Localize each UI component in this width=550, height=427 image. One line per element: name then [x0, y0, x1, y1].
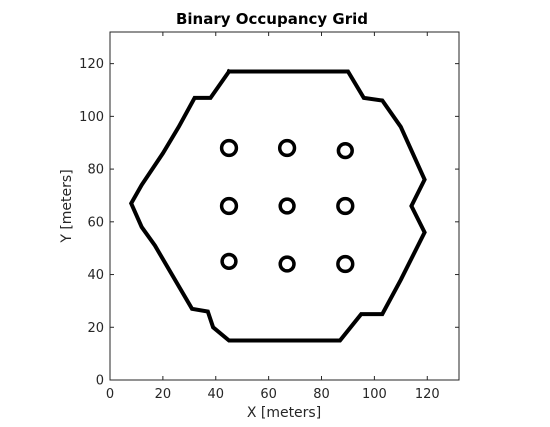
occupancy-map-layer	[128, 68, 427, 343]
y-tick-label: 100	[79, 110, 104, 125]
chart-title: Binary Occupancy Grid	[176, 10, 368, 28]
y-tick-label: 60	[87, 215, 104, 230]
plot-area	[110, 32, 459, 380]
obstacle-3	[336, 141, 354, 160]
x-tick-label: 20	[155, 387, 172, 402]
x-tick-label: 40	[207, 387, 224, 402]
axis-ticks: 0 20 40 60 80 100 120 0 20 40 60 80 100 120	[79, 32, 459, 402]
x-tick-label: 120	[415, 387, 440, 402]
obstacle-6	[336, 196, 355, 216]
obstacle-7	[220, 252, 238, 271]
y-tick-label: 0	[96, 374, 104, 389]
x-axis-label: X [meters]	[247, 405, 321, 421]
obstacle-1	[219, 138, 239, 158]
x-tick-label: 80	[313, 387, 330, 402]
obstacle-5	[278, 197, 296, 215]
obstacle-2	[277, 138, 297, 158]
obstacle-4	[219, 196, 239, 216]
axes-box	[109, 31, 460, 381]
x-tick-label: 60	[260, 387, 277, 402]
y-axis-label: Y [meters]	[59, 169, 75, 243]
obstacle-9	[336, 254, 355, 274]
y-tick-label: 80	[87, 163, 104, 178]
y-tick-label: 40	[87, 268, 104, 283]
x-tick-label: 100	[362, 387, 387, 402]
x-tick-label: 0	[106, 387, 114, 402]
y-tick-label: 20	[87, 321, 104, 336]
obstacle-8	[278, 255, 296, 273]
boundary-wall	[128, 68, 427, 343]
y-tick-label: 120	[79, 57, 104, 72]
